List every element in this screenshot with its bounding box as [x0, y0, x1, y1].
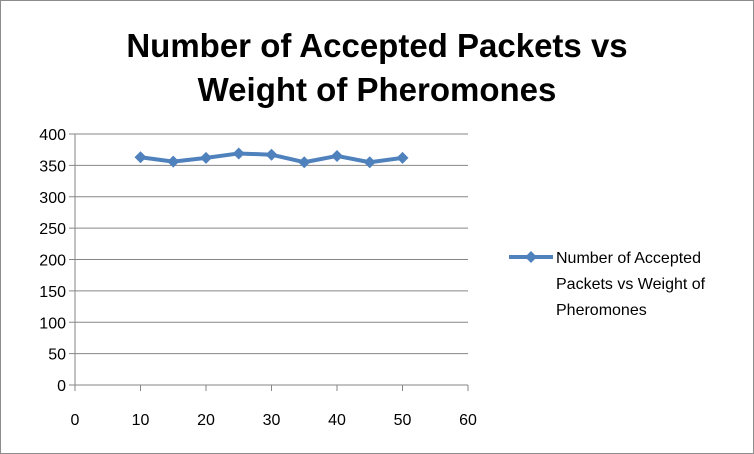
y-tick-label: 350 [39, 158, 66, 175]
y-tick-label: 200 [39, 253, 66, 270]
data-point-marker [167, 155, 180, 168]
data-point-marker [134, 151, 147, 164]
y-tick-label: 50 [48, 347, 66, 364]
x-tick-label: 30 [263, 412, 281, 429]
data-point-marker [232, 147, 245, 160]
x-tick-label: 20 [197, 412, 215, 429]
data-point-marker [396, 151, 409, 164]
x-tick-label: 0 [71, 412, 80, 429]
data-point-marker [363, 156, 376, 169]
y-tick-labels: 0 50 100 150 200 250 300 350 400 [39, 127, 66, 395]
legend: Number of Accepted Packets vs Weight of … [509, 250, 706, 319]
x-tick-label: 60 [459, 412, 477, 429]
chart-title-line-2: Weight of Pheromones [198, 71, 557, 108]
y-tick-label: 400 [39, 127, 66, 144]
data-point-marker [331, 149, 343, 162]
chart-title: Number of Accepted Packets vs Weight of … [126, 27, 627, 108]
data-point-marker [298, 156, 311, 169]
legend-label-line-1: Number of Accepted [556, 250, 701, 267]
gridlines [75, 133, 468, 355]
data-point-marker [200, 151, 212, 164]
y-tick-label: 250 [39, 221, 66, 238]
y-tick-label: 150 [39, 284, 66, 301]
x-tick-label: 10 [132, 412, 150, 429]
data-point-marker [265, 148, 278, 161]
y-tick-label: 100 [39, 315, 66, 332]
x-tick-label: 40 [328, 412, 346, 429]
y-tick-label: 0 [57, 378, 66, 395]
axes [69, 133, 469, 391]
chart-title-line-1: Number of Accepted Packets vs [126, 27, 627, 64]
legend-label-line-3: Pheromones [556, 302, 647, 319]
y-tick-label: 300 [39, 190, 66, 207]
legend-marker-icon [525, 251, 537, 263]
legend-label-line-2: Packets vs Weight of [556, 276, 706, 293]
x-tick-labels: 0 10 20 30 40 50 60 [71, 412, 477, 429]
x-tick-label: 50 [394, 412, 412, 429]
data-series [134, 147, 409, 169]
